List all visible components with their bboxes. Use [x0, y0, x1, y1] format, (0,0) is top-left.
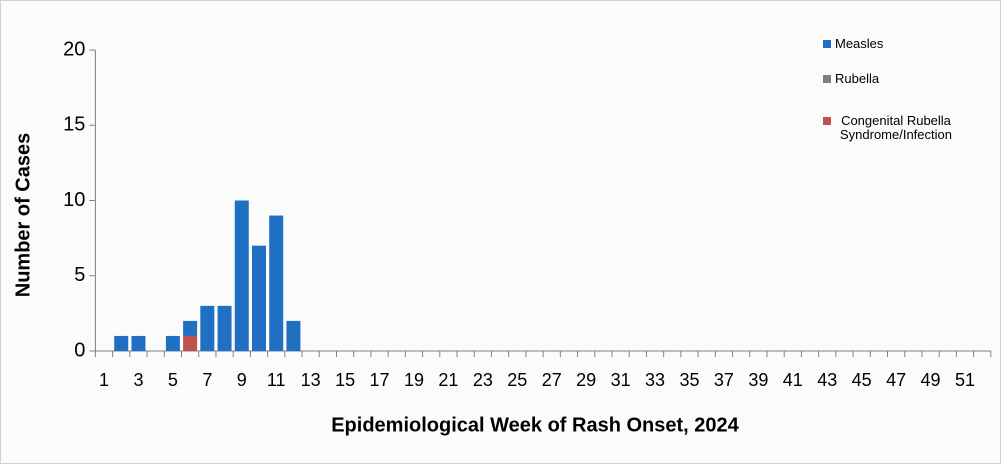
x-tick-label: 43 — [817, 370, 837, 390]
x-tick-label: 23 — [473, 370, 493, 390]
x-tick-label: 29 — [576, 370, 596, 390]
legend-swatch — [823, 75, 831, 83]
legend-label: Rubella — [835, 71, 880, 86]
legend-swatch — [823, 40, 831, 48]
bar — [131, 335, 146, 351]
x-tick-label: 39 — [748, 370, 768, 390]
x-tick-label: 35 — [679, 370, 699, 390]
legend-item: Congenital Rubella Syndrome/Infection — [823, 114, 957, 142]
x-tick-label: 49 — [921, 370, 941, 390]
legend-label: Measles — [835, 36, 884, 51]
x-tick-label: 19 — [404, 370, 424, 390]
bar — [165, 335, 180, 351]
x-tick-label: 51 — [955, 370, 975, 390]
x-tick-label: 1 — [99, 370, 109, 390]
bar — [114, 335, 129, 351]
x-tick-label: 25 — [507, 370, 527, 390]
x-tick-label: 15 — [335, 370, 355, 390]
x-tick-label: 5 — [168, 370, 178, 390]
x-tick-label: 47 — [886, 370, 906, 390]
bar — [269, 215, 284, 351]
y-tick-label: 5 — [74, 264, 85, 286]
bar — [217, 305, 232, 351]
y-tick-label: 20 — [63, 38, 85, 60]
x-tick-label: 11 — [267, 370, 286, 390]
bar — [183, 335, 198, 351]
bar — [251, 245, 266, 351]
x-tick-label: 13 — [301, 370, 321, 390]
x-tick-label: 45 — [852, 370, 872, 390]
x-tick-label: 27 — [542, 370, 562, 390]
x-tick-label: 9 — [237, 370, 247, 390]
x-tick-label: 7 — [202, 370, 212, 390]
x-tick-label: 31 — [611, 370, 631, 390]
y-tick-label: 15 — [63, 114, 85, 136]
y-axis-title: Number of Cases — [12, 133, 34, 298]
x-tick-label: 3 — [133, 370, 143, 390]
x-tick-label: 17 — [370, 370, 390, 390]
legend-swatch — [823, 117, 831, 125]
legend-label: Congenital Rubella Syndrome/Infection — [839, 113, 952, 142]
x-tick-label: 37 — [714, 370, 734, 390]
bar — [200, 305, 215, 351]
legend-item: Rubella — [823, 72, 957, 86]
x-tick-label: 41 — [783, 370, 803, 390]
bar — [286, 320, 301, 351]
y-tick-label: 10 — [63, 189, 85, 211]
x-axis-title: Epidemiological Week of Rash Onset, 2024 — [331, 414, 739, 436]
y-tick-label: 0 — [74, 339, 85, 361]
bar — [234, 200, 249, 351]
x-tick-label: 21 — [438, 370, 458, 390]
legend-item: Measles — [823, 37, 957, 51]
bar — [183, 320, 198, 336]
x-tick-label: 33 — [645, 370, 665, 390]
